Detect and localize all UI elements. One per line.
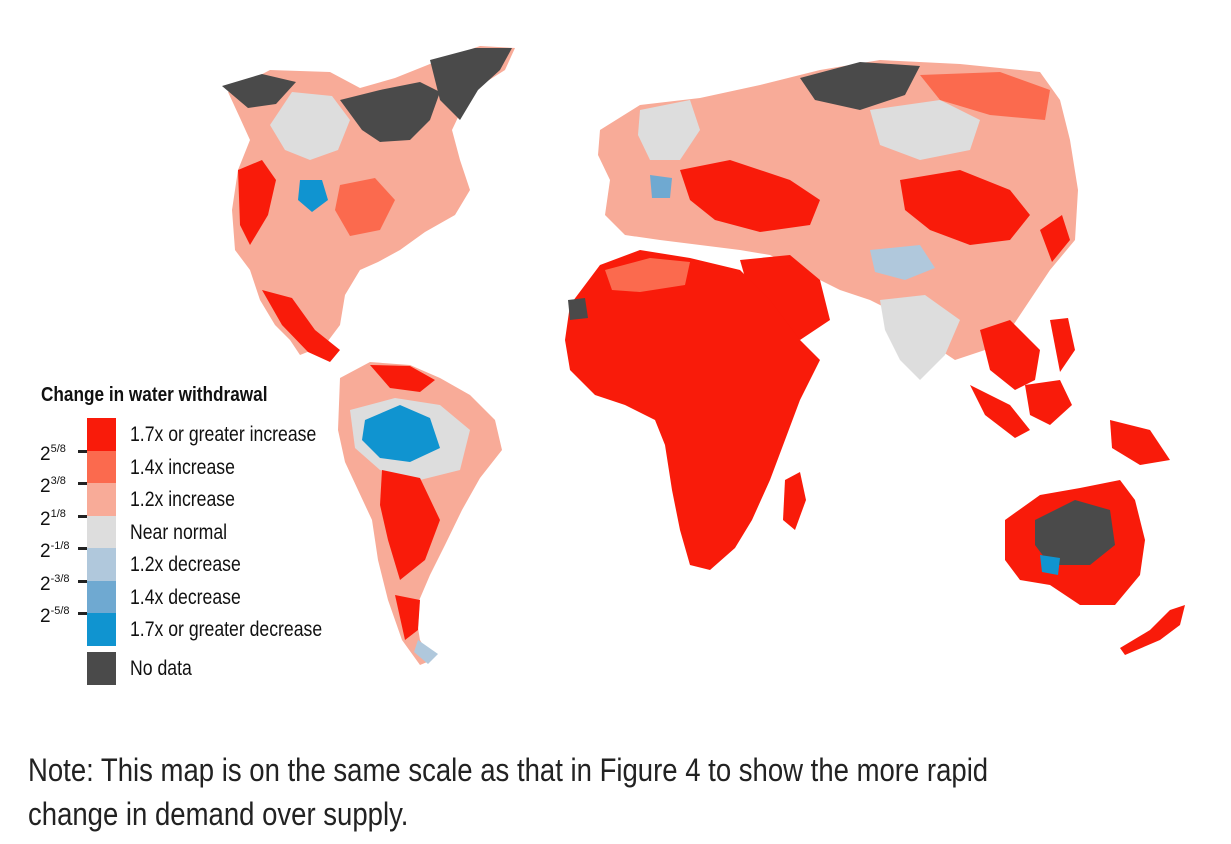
legend-swatch (87, 515, 116, 549)
new-guinea (1110, 420, 1170, 465)
eurasia (598, 60, 1078, 390)
legend-label: Near normal (130, 520, 228, 544)
mongolia-blue (870, 245, 935, 280)
scale-tick-label: 23/8 (40, 475, 66, 497)
scale-tick-mark (78, 579, 87, 583)
legend-swatch (87, 418, 116, 451)
china-red (900, 170, 1030, 245)
map-note: Note: This map is on the same scale as t… (28, 752, 989, 832)
india-near-normal (880, 295, 960, 380)
legend-label: 1.2x increase (130, 488, 235, 511)
scale-tick-mark (78, 449, 87, 453)
scale-tick-label: 2-5/8 (40, 605, 70, 627)
scale-tick-mark (78, 514, 87, 518)
australia-blue (1040, 555, 1060, 575)
madagascar (783, 472, 806, 530)
legend-label: 1.2x decrease (130, 553, 241, 576)
africa (565, 250, 820, 570)
legend-swatch (87, 580, 116, 614)
scale-tick-label: 25/8 (40, 442, 66, 465)
central-asia-red (680, 160, 820, 232)
legend-swatch (87, 613, 116, 646)
legend-title: Change in water withdrawal (41, 384, 268, 406)
sumatra (970, 385, 1030, 438)
africa-nodata-west (568, 298, 588, 320)
scandinavia-near-normal (638, 100, 700, 160)
middle-east-red (740, 255, 830, 340)
legend-swatch (87, 450, 116, 484)
scale-tick-mark (78, 612, 87, 615)
mexico-red (262, 290, 340, 362)
legend-swatch (87, 548, 116, 581)
legend-swatch (87, 651, 116, 685)
greenland-nodata (430, 48, 512, 120)
north-america-blue (298, 180, 328, 212)
new-zealand (1120, 605, 1185, 655)
legend-label: 1.4x increase (130, 455, 235, 479)
philippines (1050, 318, 1075, 372)
borneo (1025, 380, 1072, 425)
legend-swatch (87, 483, 116, 516)
south-america-red-north (370, 365, 435, 392)
north-america-near-normal (270, 92, 350, 160)
amazon-blue (362, 405, 440, 462)
australia-nodata (1035, 500, 1115, 565)
south-america-red-central (380, 470, 440, 580)
south-america-red-south (395, 595, 420, 640)
southeast-asia-red (980, 320, 1040, 390)
scale-tick-mark (78, 482, 87, 485)
north-america-red-west (238, 160, 276, 245)
patagonia-blue (414, 640, 438, 664)
north-america (222, 46, 515, 362)
scale-tick-label: 2-1/8 (40, 540, 70, 562)
japan-red (1040, 215, 1070, 262)
maritime-asia (970, 318, 1170, 465)
legend-label: 1.4x decrease (130, 585, 241, 609)
siberia-near-normal (870, 100, 980, 160)
africa-landmass (565, 250, 820, 570)
world-map (222, 46, 1185, 665)
siberia-nodata (800, 62, 920, 110)
scale-tick-label: 21/8 (40, 507, 66, 530)
africa-pink-north (605, 258, 690, 292)
legend-label: 1.7x or greater decrease (130, 618, 323, 641)
south-america (338, 362, 502, 665)
north-america-red-east (335, 178, 395, 236)
europe-blue (650, 175, 672, 198)
russia-red-north (920, 72, 1050, 120)
legend-label: 1.7x or greater increase (130, 423, 317, 446)
legend-label: No data (130, 656, 192, 680)
north-america-arctic-nodata (222, 74, 296, 108)
canada-nodata (340, 82, 440, 142)
oceania (1005, 480, 1185, 655)
scale-tick-label: 2-3/8 (40, 572, 70, 595)
scale-tick-mark (78, 547, 87, 550)
